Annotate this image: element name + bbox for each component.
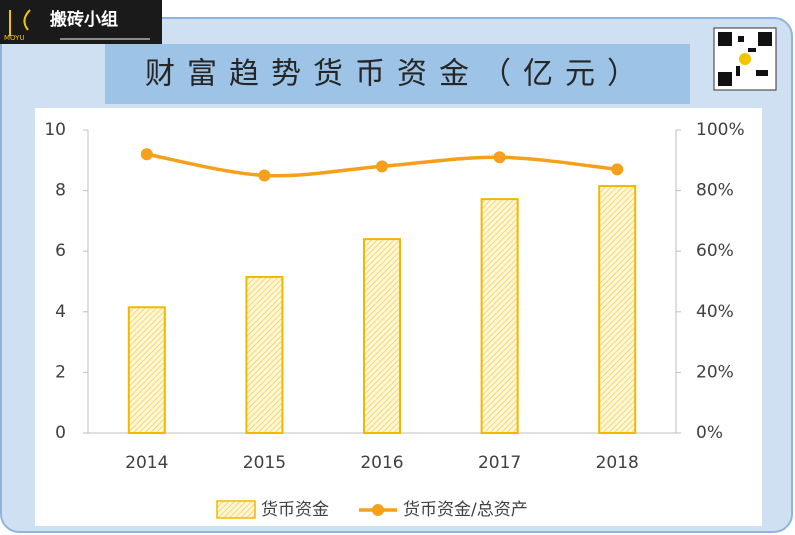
y-tick-label: 6 [55,241,66,261]
y2-tick-label: 20% [696,362,734,382]
logo-text: 搬砖小组 [50,9,118,30]
y2-tick-label: 80% [696,181,734,201]
y-tick-label: 10 [44,120,66,140]
bar [363,238,401,434]
y-tick-label: 4 [55,302,66,322]
marker [493,151,506,164]
logo-icon [9,9,31,36]
x-tick-label: 2015 [243,453,286,473]
bar [598,185,637,434]
y2-tick-label: 100% [696,120,745,140]
x-tick-label: 2016 [360,453,403,473]
legend-swatch [216,500,256,519]
y2-tick-label: 0% [696,423,723,443]
marker [611,163,624,176]
marker [140,148,153,161]
qr-code [713,27,777,91]
legend-label: 货币资金/总资产 [403,500,528,520]
logo-sub: MOYU [4,34,25,42]
chart-title: 财富趋势货币资金（亿元） [145,57,649,92]
bar [245,275,284,434]
y-tick-label: 8 [55,181,66,201]
bar [480,198,519,434]
marker [376,160,388,173]
marker [258,169,271,182]
y2-tick-label: 60% [696,241,734,261]
legend-marker [372,504,384,516]
x-tick-label: 2014 [125,453,168,473]
x-tick-label: 2018 [596,453,639,473]
x-tick-label: 2017 [478,453,521,473]
bar [127,306,166,435]
y2-tick-label: 40% [696,302,734,322]
legend-label: 货币资金 [261,500,329,520]
logo-box [0,0,162,44]
title-box [105,44,690,104]
y-tick-label: 2 [55,362,66,382]
y-tick-label: 0 [55,423,66,443]
